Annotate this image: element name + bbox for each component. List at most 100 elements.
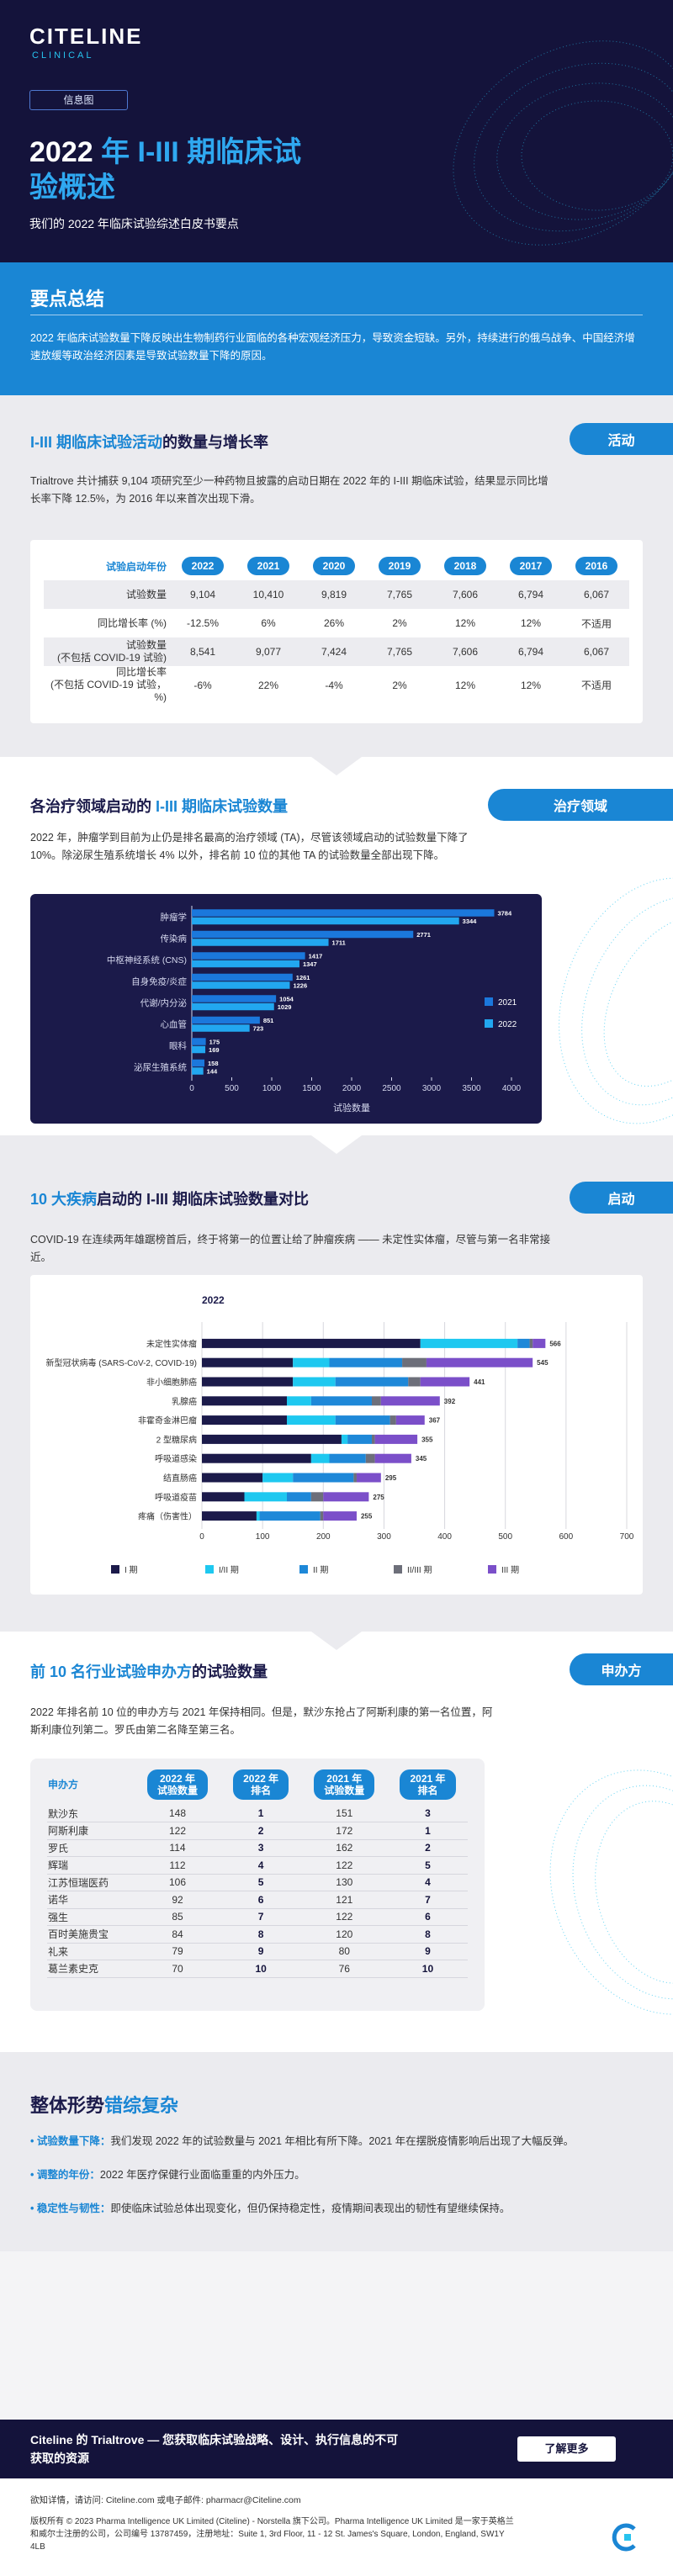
x-tick-label: 0 <box>189 1084 194 1093</box>
table-cell: 2 <box>257 1824 264 1837</box>
header-row: 试验启动年份 2022 2021 2020 2019 2018 2017 2016 <box>44 552 629 580</box>
table-cell: -12.5% <box>186 617 220 629</box>
table-cell: 6,067 <box>583 589 610 600</box>
table-row: 默沙东 148 1 151 3 <box>47 1805 468 1822</box>
bullet: • 调整的年份：2022 年医疗保健行业面临重重的内外压力。 <box>30 2166 643 2183</box>
legend-label: I 期 <box>125 1565 138 1575</box>
bar-segment <box>341 1434 348 1444</box>
x-tick-label: 400 <box>437 1532 452 1542</box>
x-tick-label: 4000 <box>502 1084 522 1093</box>
header-cell: 申办方 <box>47 1769 134 1805</box>
activity-table: 试验启动年份 2022 2021 2020 2019 2018 2017 2016 试验数量 9,… <box>44 552 629 704</box>
x-tick-label: 0 <box>199 1532 204 1542</box>
table-cell: 10 <box>421 1962 434 1975</box>
table-card: 申办方 2022 年 试验数量 2022 年 排名 2021 年 试验数量 2021 年… <box>30 1759 485 2011</box>
title: 2022 年 I-III 期临床试验概述 <box>29 135 315 205</box>
header: CITELINE CLINICAL 信息图 2022 年 I-III 期临床试验… <box>0 0 673 262</box>
total-label: 345 <box>416 1455 427 1463</box>
chart-title: 2022 <box>202 1294 225 1306</box>
table-cell: 8 <box>425 1928 431 1940</box>
table-cell: 106 <box>168 1876 186 1889</box>
x-tick-label: 200 <box>316 1532 331 1542</box>
bar-segment <box>329 1357 403 1367</box>
table-cell: 7,606 <box>452 646 479 658</box>
x-tick-label: 2500 <box>382 1084 401 1093</box>
value-label: 3344 <box>463 918 478 925</box>
bar-segment <box>287 1396 311 1406</box>
bullet-dot: • <box>30 2135 37 2147</box>
table-cell: 6,067 <box>583 646 610 658</box>
bar-segment <box>426 1357 533 1367</box>
value-label: 1711 <box>332 939 346 946</box>
spacer <box>0 2251 673 2420</box>
bar-segment <box>335 1415 390 1426</box>
total-label: 275 <box>373 1494 384 1501</box>
y-tick-label: 未定性实体瘤 <box>146 1338 197 1349</box>
table-cell: 6,794 <box>517 646 544 658</box>
table-row: 诺华 92 6 121 7 <box>47 1891 468 1908</box>
x-axis-label: 试验数量 <box>333 1102 370 1113</box>
title-highlight: I-III 期临床试验数量 <box>156 798 289 815</box>
table-cell: 7,424 <box>321 646 347 658</box>
bullet: • 稳定性与韧性：即使临床试验总体出现变化，但仍保持稳定性，疫情期间表现出的韧性… <box>30 2200 643 2217</box>
bar-segment <box>408 1377 421 1387</box>
decor-swirl <box>549 1769 673 2015</box>
bar-segment <box>202 1415 287 1426</box>
table-cell: 6% <box>261 617 276 629</box>
bar-segment <box>287 1415 336 1426</box>
value-label: 1417 <box>309 952 323 960</box>
table-row: 阿斯利康 122 2 172 1 <box>47 1822 468 1839</box>
table-row: 葛兰素史克 70 10 76 10 <box>47 1960 468 1977</box>
y-tick-label: 中枢神经系统 (CNS) <box>107 955 187 965</box>
table-cell: 1 <box>257 1807 264 1819</box>
legend-label: 2022 <box>498 1020 517 1029</box>
table-cell: 7 <box>425 1893 431 1906</box>
table-row: 罗氏 114 3 162 2 <box>47 1839 468 1857</box>
table-row: 试验数量 9,104 10,410 9,819 7,765 7,606 6,794 6,067 <box>44 580 629 609</box>
table-cell: 92 <box>172 1893 183 1906</box>
bar-segment <box>202 1453 311 1463</box>
bullet-text: 即使临床试验总体出现变化，但仍保持稳定性，疫情期间表现出的韧性有望继续保持。 <box>110 2203 511 2214</box>
bar-segment <box>202 1473 263 1483</box>
table-card: 试验启动年份 2022 2021 2020 2019 2018 2017 2016 试验数量 9,… <box>30 540 643 723</box>
logo-sub: CLINICAL <box>32 50 94 61</box>
y-tick-label: 泌尿生殖系统 <box>134 1061 187 1072</box>
bar-segment <box>420 1377 470 1387</box>
section-title: 10 大疾病启动的 I-III 期临床试验数量对比 <box>30 1187 309 1209</box>
table-cell: 江苏恒瑞医药 <box>48 1876 109 1889</box>
bar-segment <box>320 1511 324 1521</box>
decor-swirl <box>559 877 673 1124</box>
notch <box>311 1135 362 1154</box>
bar <box>192 952 305 960</box>
legend-swatch <box>394 1565 402 1574</box>
table-cell: 121 <box>336 1893 353 1906</box>
table-cell: -4% <box>325 679 343 691</box>
total-label: 255 <box>361 1513 373 1521</box>
title-highlight: 10 大疾病 <box>30 1191 98 1208</box>
section-tag: 治疗领域 <box>488 789 673 821</box>
title-rest: 的数量与增长率 <box>162 434 268 451</box>
title-year: 2022 <box>29 136 93 168</box>
header-label: 申办方 <box>48 1779 79 1791</box>
bar-segment <box>293 1357 330 1367</box>
x-tick-label: 100 <box>256 1532 270 1542</box>
table-cell: 130 <box>336 1876 353 1889</box>
bar-segment <box>202 1377 294 1387</box>
section-title: 各治疗领域启动的 I-III 期临床试验数量 <box>30 795 288 817</box>
cta-button[interactable]: 了解更多 <box>517 2436 616 2462</box>
header-cell: 2018 <box>432 552 498 580</box>
bar-segment <box>293 1377 336 1387</box>
table-cell: 阿斯利康 <box>48 1825 89 1838</box>
footer: 欲知详情，请访问: Citeline.com 或电子邮件: pharmacr@C… <box>0 2478 673 2576</box>
section-text: 2022 年，肿瘤学到目前为止仍是排名最高的治疗领域 (TA)，尽管该领域启动的… <box>30 832 469 861</box>
notch <box>311 1632 362 1650</box>
header-cell: 2022 年 试验数量 <box>134 1769 220 1805</box>
key-points: 要点总结 2022 年临床试验数量下降反映出生物制药行业面临的各种宏观经济压力，… <box>0 262 673 395</box>
bar-segment <box>202 1396 287 1406</box>
diseases-chart: 0 100 200 300 400 500 600 700 2022 未定性实体瘤 566 新型冠状病… <box>30 1275 643 1595</box>
section-tag: 活动 <box>570 423 673 455</box>
legend-swatch <box>488 1565 496 1574</box>
bar <box>192 960 299 968</box>
bar-segment <box>259 1511 321 1521</box>
bar-segment <box>310 1492 324 1502</box>
